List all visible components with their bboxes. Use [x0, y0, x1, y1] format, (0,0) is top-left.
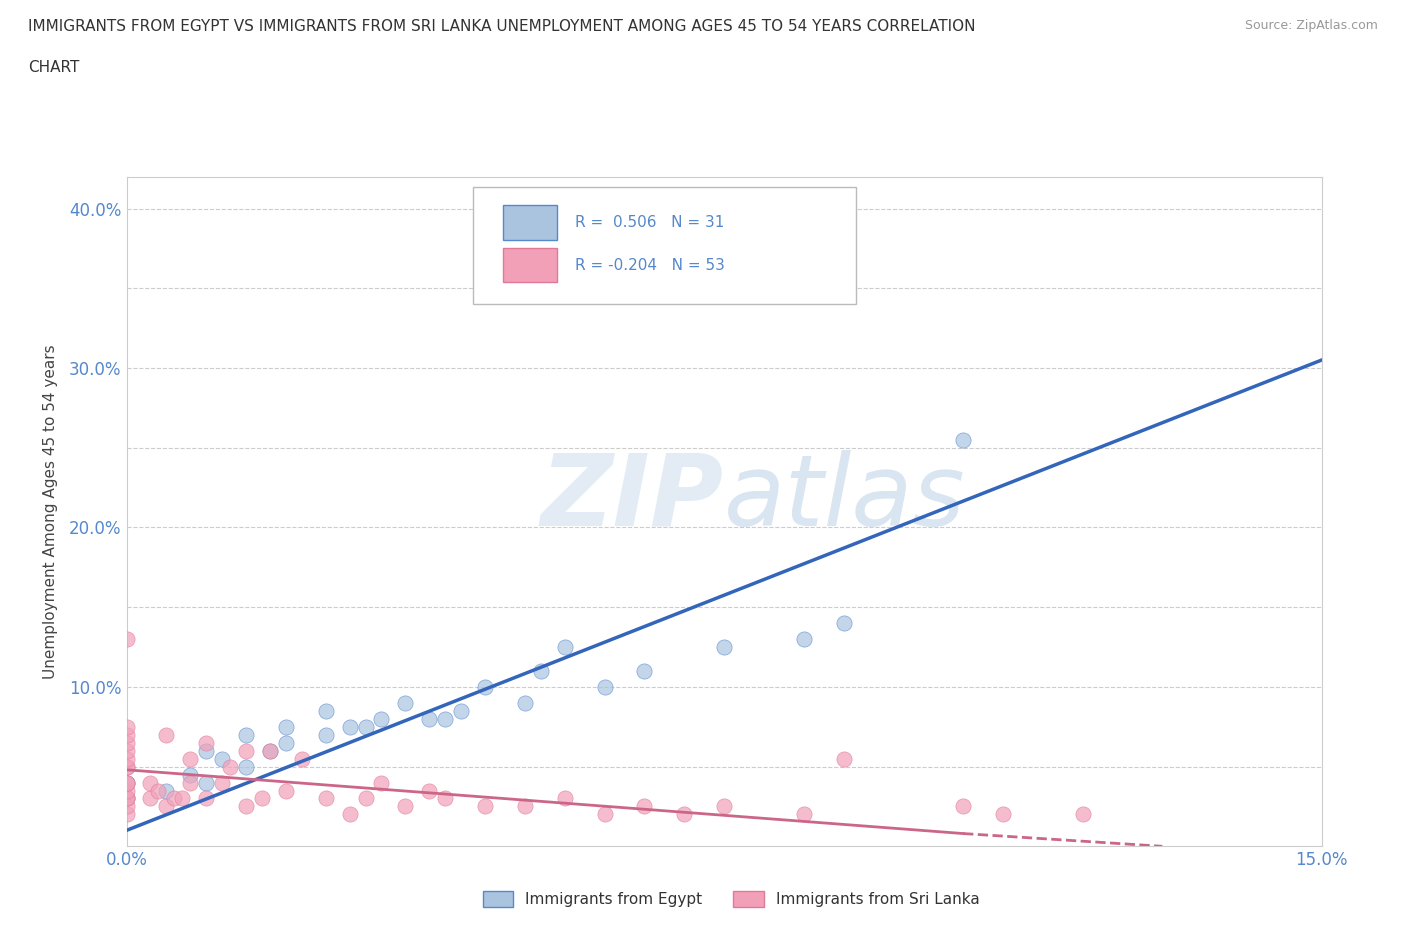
Point — [274, 736, 297, 751]
Point — [418, 783, 440, 798]
Point — [952, 432, 974, 447]
Point — [179, 775, 201, 790]
Point — [370, 775, 392, 790]
Point — [394, 799, 416, 814]
Point — [115, 736, 138, 751]
Point — [115, 719, 138, 734]
Point — [115, 631, 138, 646]
Text: CHART: CHART — [28, 60, 80, 75]
Point — [434, 711, 457, 726]
Text: ZIP: ZIP — [541, 449, 724, 547]
Point — [315, 791, 337, 806]
Point — [315, 703, 337, 718]
Point — [793, 631, 815, 646]
Text: R =  0.506   N = 31: R = 0.506 N = 31 — [575, 216, 724, 231]
Point — [115, 791, 138, 806]
Text: IMMIGRANTS FROM EGYPT VS IMMIGRANTS FROM SRI LANKA UNEMPLOYMENT AMONG AGES 45 TO: IMMIGRANTS FROM EGYPT VS IMMIGRANTS FROM… — [28, 19, 976, 33]
Point — [474, 680, 496, 695]
Point — [172, 791, 194, 806]
Point — [991, 807, 1014, 822]
Point — [259, 743, 281, 758]
Point — [434, 791, 457, 806]
Point — [315, 727, 337, 742]
Point — [593, 807, 616, 822]
Point — [530, 663, 553, 678]
Text: atlas: atlas — [724, 449, 966, 547]
FancyBboxPatch shape — [472, 187, 855, 304]
Point — [148, 783, 170, 798]
Point — [115, 775, 138, 790]
Point — [179, 751, 201, 766]
Text: Source: ZipAtlas.com: Source: ZipAtlas.com — [1244, 19, 1378, 32]
Point — [370, 711, 392, 726]
Legend: Immigrants from Egypt, Immigrants from Sri Lanka: Immigrants from Egypt, Immigrants from S… — [477, 884, 986, 913]
Point — [195, 743, 218, 758]
FancyBboxPatch shape — [503, 247, 557, 283]
Point — [513, 799, 536, 814]
Point — [713, 799, 735, 814]
Point — [155, 799, 177, 814]
Point — [235, 799, 257, 814]
Point — [115, 751, 138, 766]
Point — [554, 640, 576, 655]
Point — [195, 775, 218, 790]
Point — [115, 775, 138, 790]
Point — [554, 791, 576, 806]
Point — [115, 727, 138, 742]
Point — [219, 759, 242, 774]
Point — [474, 799, 496, 814]
Point — [115, 807, 138, 822]
Point — [793, 807, 815, 822]
FancyBboxPatch shape — [503, 206, 557, 240]
Point — [593, 680, 616, 695]
Point — [139, 775, 162, 790]
Point — [115, 791, 138, 806]
Point — [274, 719, 297, 734]
Point — [450, 703, 472, 718]
Point — [418, 711, 440, 726]
Point — [163, 791, 186, 806]
Point — [339, 719, 361, 734]
Point — [633, 799, 655, 814]
Point — [155, 783, 177, 798]
Point — [354, 719, 377, 734]
Point — [115, 775, 138, 790]
Y-axis label: Unemployment Among Ages 45 to 54 years: Unemployment Among Ages 45 to 54 years — [44, 344, 58, 679]
Point — [115, 791, 138, 806]
Point — [235, 759, 257, 774]
Point — [274, 783, 297, 798]
Point — [713, 640, 735, 655]
Text: R = -0.204   N = 53: R = -0.204 N = 53 — [575, 258, 724, 272]
Point — [155, 727, 177, 742]
Point — [115, 783, 138, 798]
Point — [832, 751, 855, 766]
Point — [195, 736, 218, 751]
Point — [115, 799, 138, 814]
Point — [235, 743, 257, 758]
Point — [633, 663, 655, 678]
Point — [673, 807, 696, 822]
Point — [259, 743, 281, 758]
Point — [211, 751, 233, 766]
Point — [832, 616, 855, 631]
Point — [354, 791, 377, 806]
Point — [235, 727, 257, 742]
Point — [513, 696, 536, 711]
Point — [211, 775, 233, 790]
Point — [291, 751, 314, 766]
Point — [115, 759, 138, 774]
Point — [1071, 807, 1094, 822]
Point — [195, 791, 218, 806]
Point — [139, 791, 162, 806]
Point — [339, 807, 361, 822]
Point — [115, 743, 138, 758]
Point — [250, 791, 273, 806]
Point — [115, 759, 138, 774]
Point — [394, 696, 416, 711]
Point — [179, 767, 201, 782]
Point — [952, 799, 974, 814]
